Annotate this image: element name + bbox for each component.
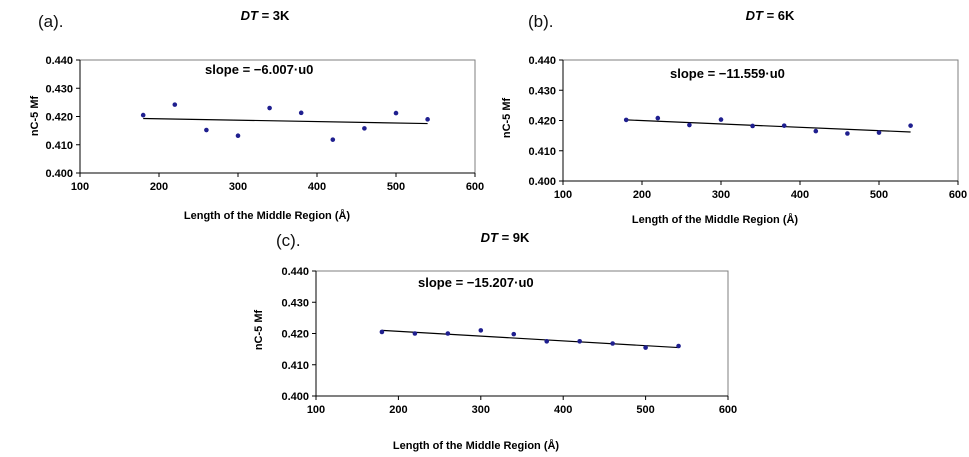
x-tick-label: 200 [150,181,168,193]
chart-svg-c: (c). DT = 9K 0.400 0.410 0.420 0.430 0.440 100 2… [253,230,737,452]
data-point [845,131,850,136]
data-point [718,117,724,122]
y-axis-label: nC-5 Mf [253,310,265,351]
y-axis-label: nC-5 Mf [501,98,513,139]
panel-label: (c). [276,231,301,250]
x-tick-label: 500 [387,181,405,193]
x-tick-label: 600 [719,404,737,416]
slope-annotation: slope = −11.559·u0 [670,66,785,81]
title-value: = 3K [258,8,290,23]
chart-svg-a: (a). DT = 3K 0.400 0.410 0.420 0.430 0.440 100 2… [29,8,484,222]
x-tick-label: 400 [791,189,809,201]
plot-area [315,270,729,397]
x-tick-label: 600 [949,189,967,201]
data-point [643,345,648,350]
chart-title: DT = 3K [241,8,290,23]
chart-panel-b: (b). DT = 6K 0.400 0.410 0.420 0.430 0.440 100 2… [490,0,969,228]
data-point [362,126,367,131]
x-axis-label: Length of the Middle Region (Å) [184,209,351,222]
data-point [235,133,241,139]
data-point [813,128,819,134]
x-axis-label: Length of the Middle Region (Å) [393,439,560,452]
panel-label: (a). [38,12,64,31]
y-tick-label: 0.430 [528,85,556,97]
chart-title: DT = 6K [746,8,795,23]
slope-annotation: slope = −6.007·u0 [205,62,313,77]
panel-label: (b). [528,12,554,31]
chart-svg-b: (b). DT = 6K 0.400 0.410 0.420 0.430 0.440 100 2… [501,8,967,226]
y-tick-label: 0.400 [45,168,73,180]
x-tick-label: 400 [554,404,572,416]
plot-area [79,59,476,174]
data-point [676,343,681,349]
y-tick-label: 0.400 [528,176,556,188]
title-value: = 6K [763,8,795,23]
trend-line [626,119,911,133]
title-variable: DT [481,230,499,245]
y-tick-label: 0.410 [45,140,73,152]
data-point [267,105,272,111]
data-point [393,110,399,116]
y-tick-label: 0.430 [281,297,309,309]
slope-annotation: slope = −15.207·u0 [418,275,534,290]
x-tick-label: 300 [712,189,730,201]
data-point [655,115,661,121]
data-point [412,331,418,336]
y-tick-label: 0.440 [45,55,73,67]
x-tick-label: 300 [229,181,247,193]
data-point [610,341,615,346]
data-point [876,130,882,135]
data-point [330,137,336,142]
y-tick-label: 0.420 [281,329,309,341]
y-axis-label: nC-5 Mf [29,96,41,137]
data-point [781,123,787,128]
y-tick-label: 0.410 [528,146,556,158]
x-tick-label: 400 [308,181,326,193]
data-point [750,123,755,129]
y-tick-label: 0.440 [528,55,556,67]
title-variable: DT [746,8,764,23]
x-tick-label: 200 [389,404,407,416]
data-point [623,117,629,123]
title-variable: DT [241,8,259,23]
data-point [908,123,913,128]
data-point [172,102,178,107]
chart-panel-c: (c). DT = 9K 0.400 0.410 0.420 0.430 0.440 100 2… [240,228,740,457]
trend-line [143,117,428,125]
trend-line [381,329,679,349]
x-tick-label: 600 [466,181,484,193]
data-point [511,331,517,337]
x-tick-label: 100 [554,189,572,201]
data-point [445,331,451,336]
x-tick-label: 100 [71,181,89,193]
x-tick-label: 500 [870,189,888,201]
y-tick-label: 0.430 [45,83,73,95]
data-point [140,112,146,118]
chart-title: DT = 9K [481,230,530,245]
y-tick-label: 0.420 [528,116,556,128]
x-tick-label: 300 [472,404,490,416]
data-point [577,339,582,344]
data-point [687,122,692,128]
data-point [379,329,385,335]
chart-panel-a: (a). DT = 3K 0.400 0.410 0.420 0.430 0.440 100 2… [0,0,490,228]
y-tick-label: 0.410 [281,360,309,372]
data-point [544,339,550,344]
x-axis-label: Length of the Middle Region (Å) [632,213,799,226]
title-value: = 9K [498,230,530,245]
data-point [478,328,484,333]
data-point [425,117,430,122]
x-tick-label: 500 [636,404,654,416]
x-tick-label: 100 [307,404,325,416]
data-point [204,127,209,133]
data-point [298,110,304,116]
y-tick-label: 0.440 [281,266,309,278]
x-tick-label: 200 [633,189,651,201]
y-tick-label: 0.420 [45,112,73,124]
y-tick-label: 0.400 [281,391,309,403]
